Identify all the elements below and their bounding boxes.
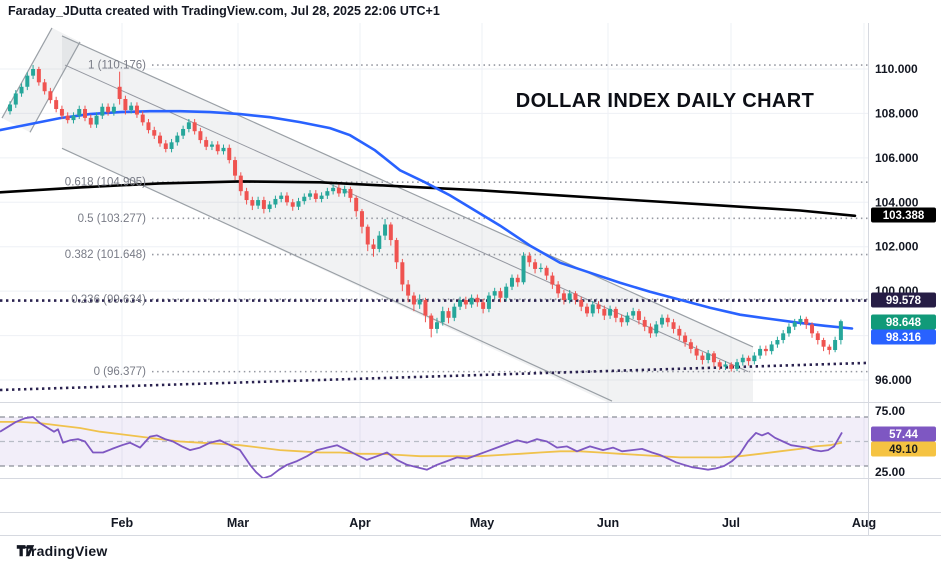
- price-badge: [871, 207, 936, 223]
- rsi-axis-label: 25.00: [875, 465, 905, 479]
- ascending-channel: [2, 27, 80, 133]
- price-axis-label: 104.000: [875, 195, 919, 209]
- rsi-line: [0, 416, 843, 479]
- price-badge-label: 103.388: [883, 210, 925, 222]
- ma-50-line: [0, 109, 854, 330]
- price-axis-label: 106.000: [875, 151, 919, 165]
- fib-level-label: 0.382 (101.648): [65, 249, 146, 261]
- price-pane[interactable]: 1 (110.176) 0.618 (104.905) 0.5 (103.277) 0…: [0, 27, 868, 405]
- price-badge-label: 57.44: [889, 429, 918, 441]
- fib-level-label: 0.236 (99.634): [71, 294, 146, 306]
- price-axis-label: 110.000: [875, 62, 918, 76]
- time-axis-label[interactable]: May: [470, 516, 494, 530]
- fib-level-label: 1 (110.176): [88, 60, 146, 72]
- price-scale[interactable]: [868, 0, 941, 570]
- candles: [8, 65, 843, 372]
- fib-trendline: [64, 64, 749, 373]
- ma-200-line: [0, 180, 857, 218]
- price-badge: [871, 426, 936, 442]
- attribution-bar: Faraday_JDutta created with TradingView.…: [8, 4, 440, 18]
- time-axis-label[interactable]: Jul: [722, 516, 740, 530]
- price-badge-label: 98.316: [886, 332, 921, 344]
- price-badge-label: 98.648: [886, 317, 922, 329]
- rsi-ma-line: [0, 421, 843, 459]
- price-badge-label: 99.578: [886, 295, 922, 307]
- brand-name: TradingView: [23, 543, 108, 559]
- price-badge: [871, 329, 936, 345]
- footer-brand[interactable]: TradingView: [16, 543, 107, 559]
- time-axis-label[interactable]: Feb: [111, 516, 134, 530]
- price-axis-label: 96.000: [875, 373, 912, 387]
- time-axis-label[interactable]: Mar: [227, 516, 249, 530]
- price-axis-label: 108.000: [875, 106, 919, 120]
- price-axis-label: 102.000: [875, 240, 919, 254]
- price-badge: [871, 314, 936, 330]
- price-badge-label: 49.10: [889, 444, 918, 456]
- time-axis-label[interactable]: Apr: [349, 516, 371, 530]
- rsi-pane[interactable]: [0, 416, 868, 479]
- time-axis-label[interactable]: Aug: [852, 516, 876, 530]
- price-badge: [871, 292, 936, 308]
- fib-level-label: 0 (96.377): [94, 366, 147, 378]
- rsi-axis-label: 75.00: [875, 404, 905, 418]
- support-trendline: [0, 361, 868, 392]
- fib-level-label: 0.5 (103.277): [78, 213, 147, 225]
- time-axis-label[interactable]: Jun: [597, 516, 619, 530]
- fib-level-label: 0.618 (104.905): [65, 177, 146, 189]
- chart-title: DOLLAR INDEX DAILY CHART: [515, 90, 815, 112]
- price-badge: [871, 441, 936, 457]
